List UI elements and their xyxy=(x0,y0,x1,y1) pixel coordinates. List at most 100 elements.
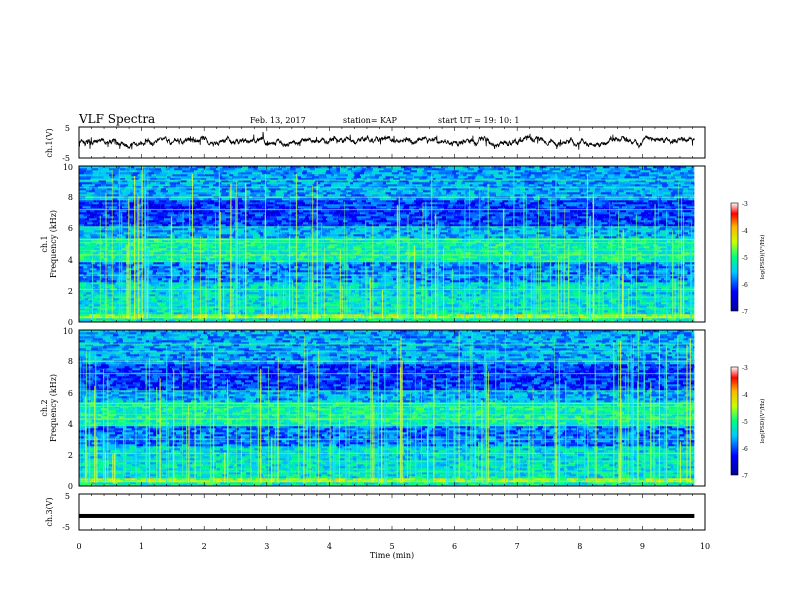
spectrogram-cell xyxy=(229,252,237,255)
spectrogram-cell xyxy=(289,280,294,283)
spectrogram-cell xyxy=(285,290,293,293)
spectrogram-cell xyxy=(270,246,277,249)
spectrogram-cell xyxy=(469,312,475,315)
spectrogram-cell xyxy=(554,298,560,301)
spectrogram-cell xyxy=(162,308,167,311)
spectrogram-cell xyxy=(323,240,331,243)
spectrogram-cell xyxy=(243,248,247,251)
spectrogram-cell xyxy=(537,258,542,261)
spectrogram-cell xyxy=(220,266,224,269)
spectrogram-cell xyxy=(115,256,120,259)
spectrogram-cell xyxy=(91,246,98,249)
spectrogram-cell xyxy=(526,244,531,247)
spectrogram-cell xyxy=(313,318,318,321)
spectrogram-cell xyxy=(182,300,190,303)
spectrogram-cell xyxy=(485,250,494,253)
spectrogram-cell xyxy=(385,266,392,269)
spectrogram-cell xyxy=(693,252,695,255)
spectrogram-cell xyxy=(412,318,419,321)
spectrogram-cell xyxy=(584,244,588,247)
spectrogram-cell xyxy=(656,236,663,239)
spectrogram-cell xyxy=(253,240,261,243)
ch1-spectrogram-image xyxy=(79,166,695,323)
spectrogram-cell xyxy=(163,280,169,283)
spectrogram-cell xyxy=(93,248,101,251)
spectrogram-cell xyxy=(647,286,655,289)
spectrogram-cell xyxy=(543,308,548,311)
spectrogram-cell xyxy=(498,284,504,287)
spectrogram-cell xyxy=(119,294,127,297)
spectrogram-cell xyxy=(100,276,107,279)
spectrogram-cell xyxy=(671,270,677,273)
spectrogram-cell xyxy=(519,258,525,261)
spectrogram-cell xyxy=(520,284,526,287)
spectrogram-cell xyxy=(511,294,519,297)
spectrogram-cell xyxy=(595,258,599,261)
spectrogram-cell xyxy=(352,258,359,261)
spectrogram-cell xyxy=(461,290,470,293)
spectrogram-cell xyxy=(397,298,406,301)
spectrogram-cell xyxy=(280,278,286,281)
spectrogram-cell xyxy=(79,248,86,251)
spectrogram-cell xyxy=(431,284,435,287)
spectrogram-cell xyxy=(643,262,652,265)
spectrogram-cell xyxy=(98,258,105,261)
spectrogram-cell xyxy=(403,270,408,273)
spectrogram-cell xyxy=(383,320,388,323)
spectrogram-cell xyxy=(296,314,301,317)
spectrogram-cell xyxy=(227,292,232,295)
spectrogram-cell xyxy=(79,242,85,245)
spectrogram-cell xyxy=(199,284,207,287)
spectrogram-cell xyxy=(633,284,641,287)
spectrogram-cell xyxy=(430,246,437,249)
spectrogram-cell xyxy=(453,234,460,237)
spectrogram-cell xyxy=(663,262,668,265)
spectrogram-cell xyxy=(596,280,601,283)
spectrogram-cell xyxy=(223,286,227,289)
spectrogram-cell xyxy=(114,268,119,271)
spectrogram-cell xyxy=(402,306,409,309)
spectrogram-cell xyxy=(436,294,443,297)
spectrogram-cell xyxy=(541,312,548,315)
spectrogram-cell xyxy=(359,286,363,289)
spectrogram-cell xyxy=(252,270,261,273)
spectrogram-cell xyxy=(277,246,285,249)
spectrogram-cell xyxy=(197,308,201,311)
spectrogram-cell xyxy=(462,258,470,261)
spectrogram-cell xyxy=(314,276,318,279)
spectrogram-cell xyxy=(691,248,695,251)
spectrogram-cell xyxy=(222,256,226,259)
spectrogram-cell xyxy=(575,262,582,265)
spectrogram-cell xyxy=(129,292,136,295)
spectrogram-cell xyxy=(425,278,433,281)
spectrogram-cell xyxy=(522,280,528,283)
spectrogram-cell xyxy=(184,242,189,245)
spectrogram-cell xyxy=(685,292,689,295)
spectrogram-cell xyxy=(231,250,236,253)
spectrogram-cell xyxy=(273,240,281,243)
spectrogram-cell xyxy=(649,304,654,307)
spectrogram-cell xyxy=(100,298,107,301)
spectrogram-cell xyxy=(293,292,299,295)
spectrogram-cell xyxy=(86,264,92,267)
spectrogram-cell xyxy=(160,252,166,255)
spectrogram-cell xyxy=(245,246,253,249)
spectrogram-cell xyxy=(518,318,523,321)
spectrogram-cell xyxy=(585,318,590,321)
spectrogram-cell xyxy=(286,306,290,309)
spectrogram-cell xyxy=(494,258,501,261)
spectrogram-cell xyxy=(562,306,569,309)
spectrogram-cell xyxy=(191,258,199,261)
spectrogram-cell xyxy=(596,286,604,289)
spectrogram-cell xyxy=(161,272,165,275)
spectrogram-cell xyxy=(448,248,456,251)
spectrogram-cell xyxy=(577,278,585,281)
spectrogram-cell xyxy=(252,312,261,315)
spectrogram-cell xyxy=(549,294,554,297)
spectrogram-cell xyxy=(157,300,163,303)
spectrogram-cell xyxy=(230,276,237,279)
spectrogram-cell xyxy=(553,248,557,251)
spectrogram-cell xyxy=(253,314,258,317)
spectrogram-cell xyxy=(321,248,326,251)
